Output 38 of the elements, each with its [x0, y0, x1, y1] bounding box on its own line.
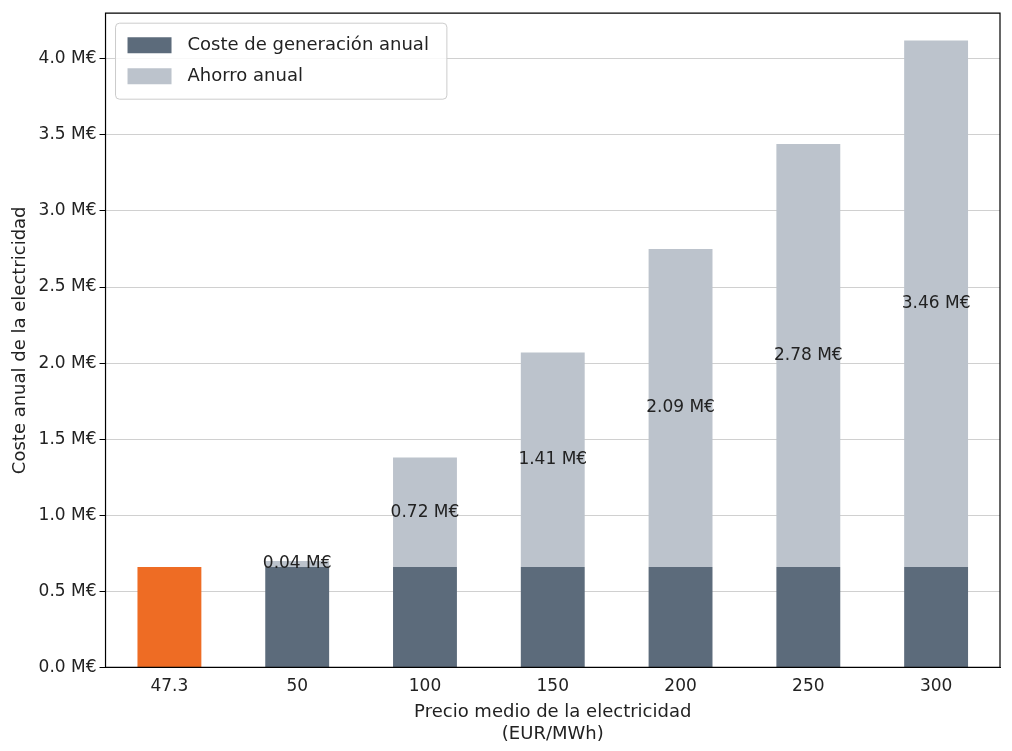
y-tick-label: 1.0 M€ [38, 503, 97, 524]
legend-label: Ahorro anual [187, 63, 303, 85]
x-tick-label: 47.3 [150, 675, 189, 696]
data-label: 0.04 M€ [262, 552, 332, 573]
x-tick-label: 250 [792, 675, 825, 696]
x-tick-label: 150 [536, 675, 569, 696]
bar [776, 566, 841, 667]
x-tick-label: 50 [286, 675, 309, 696]
data-label: 2.09 M€ [646, 396, 715, 417]
bar [904, 40, 969, 567]
y-tick-label: 3.5 M€ [38, 123, 97, 144]
y-tick-label: 4.0 M€ [38, 47, 97, 68]
bar [648, 566, 713, 667]
bar [265, 566, 330, 667]
y-tick-label: 1.5 M€ [38, 427, 97, 448]
data-label: 3.46 M€ [901, 292, 971, 313]
data-label: 2.78 M€ [773, 343, 843, 364]
bar [137, 566, 202, 667]
x-axis-title: Precio medio de la electricidad (EUR/MWh) [414, 700, 692, 743]
x-tick-label: 100 [408, 675, 442, 696]
bar [520, 352, 585, 567]
bar [648, 249, 713, 567]
y-tick-label: 0.5 M€ [38, 579, 97, 600]
y-tick-label: 3.0 M€ [38, 199, 97, 220]
x-tick-label: 200 [664, 675, 697, 696]
data-label: 0.72 M€ [390, 500, 460, 521]
y-axis-title: Coste anual de la electricidad [8, 206, 30, 475]
legend-label: Coste de generación anual [187, 32, 429, 54]
bar [904, 566, 969, 667]
data-label: 1.41 M€ [518, 448, 588, 469]
bar [393, 457, 457, 567]
bar [520, 566, 585, 667]
bar [393, 566, 457, 667]
y-tick-label: 0.0 M€ [38, 655, 97, 676]
x-tick-label: 300 [919, 675, 953, 696]
y-tick-label: 2.0 M€ [38, 351, 97, 372]
y-tick-label: 2.5 M€ [38, 275, 97, 296]
bar [776, 144, 841, 567]
